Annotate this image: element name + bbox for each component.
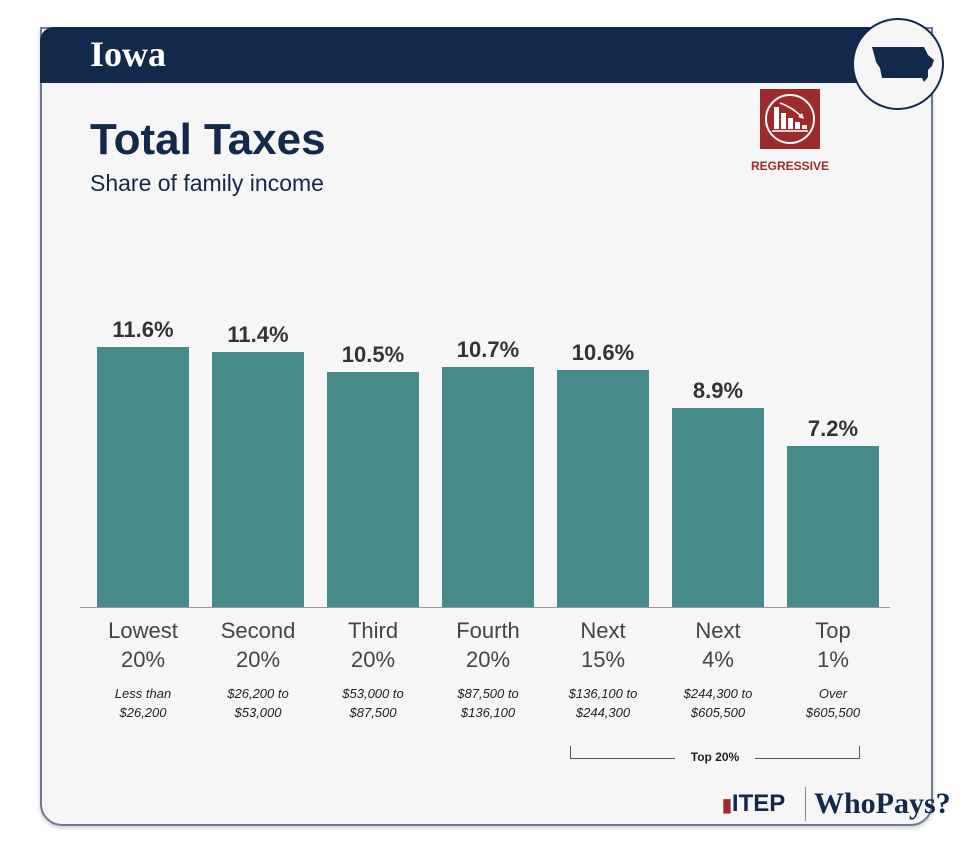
category-label: Fourth 20%: [428, 616, 548, 674]
income-range: Over $605,500: [773, 684, 893, 722]
range-line: $26,200: [119, 705, 167, 720]
category-line: 4%: [702, 647, 734, 672]
range-line: $53,000: [234, 705, 282, 720]
range-line: Less than: [114, 686, 172, 701]
data-label: 7.2%: [807, 415, 859, 441]
bar: [327, 371, 419, 607]
range-line: $136,100 to: [568, 686, 638, 701]
data-label: 11.6%: [112, 317, 174, 343]
bar: [672, 407, 764, 607]
range-line: $26,200 to: [227, 686, 289, 701]
category-line: 1%: [817, 647, 849, 672]
range-line: $53,000 to: [342, 686, 404, 701]
data-label: 10.7%: [456, 337, 520, 363]
category-label: Next 4%: [658, 616, 778, 674]
category-line: Third: [347, 618, 399, 643]
range-line: Over: [818, 686, 848, 701]
bar: [557, 369, 649, 607]
data-label: 8.9%: [692, 377, 744, 403]
x-axis-line: [80, 607, 890, 608]
category-label: Lowest 20%: [83, 616, 203, 674]
data-label: 10.5%: [341, 341, 405, 367]
chart-subtitle: Share of family income: [90, 170, 324, 196]
category-line: 20%: [350, 647, 396, 672]
category-label: Second 20%: [198, 616, 318, 674]
category-line: Fourth: [456, 618, 520, 643]
category-line: Next: [695, 618, 741, 643]
range-line: $605,500: [690, 705, 746, 720]
income-range: $136,100 to $244,300: [543, 684, 663, 722]
bar: [787, 445, 879, 607]
top-20-label: Top 20%: [675, 750, 755, 764]
data-label: 11.4%: [227, 321, 289, 347]
bar: [97, 347, 189, 607]
bar: [442, 367, 534, 607]
chart-title: Total Taxes: [90, 115, 326, 164]
state-name: Iowa: [90, 34, 167, 74]
income-range: $87,500 to $136,100: [428, 684, 548, 722]
category-line: 20%: [120, 647, 166, 672]
bar: [212, 351, 304, 607]
income-range: Less than $26,200: [83, 684, 203, 722]
income-range: $53,000 to $87,500: [313, 684, 433, 722]
income-range: $244,300 to $605,500: [658, 684, 778, 722]
header-bar: [40, 27, 933, 83]
category-line: Lowest: [108, 618, 178, 643]
data-label: 10.6%: [571, 339, 635, 365]
iowa-map-icon: [852, 18, 944, 110]
range-line: $136,100: [460, 705, 516, 720]
regressive-label: REGRESSIVE: [750, 159, 830, 173]
income-range: $26,200 to $53,000: [198, 684, 318, 722]
range-line: $87,500 to: [457, 686, 519, 701]
category-label: Third 20%: [313, 616, 433, 674]
category-label: Top 1%: [773, 616, 893, 674]
declining-bars-icon: [760, 89, 820, 149]
category-label: Next 15%: [543, 616, 663, 674]
category-line: 20%: [235, 647, 281, 672]
category-line: Next: [580, 618, 626, 643]
category-line: 15%: [580, 647, 626, 672]
range-line: $87,500: [349, 705, 397, 720]
category-line: Second: [220, 618, 296, 643]
category-line: Top: [815, 618, 851, 643]
range-line: $244,300 to: [683, 686, 753, 701]
category-line: 20%: [465, 647, 511, 672]
itep-logo: ▮ITEP: [722, 790, 786, 817]
range-line: $244,300: [575, 705, 631, 720]
whopays-logo: WhoPays?: [805, 787, 951, 821]
range-line: $605,500: [805, 705, 861, 720]
